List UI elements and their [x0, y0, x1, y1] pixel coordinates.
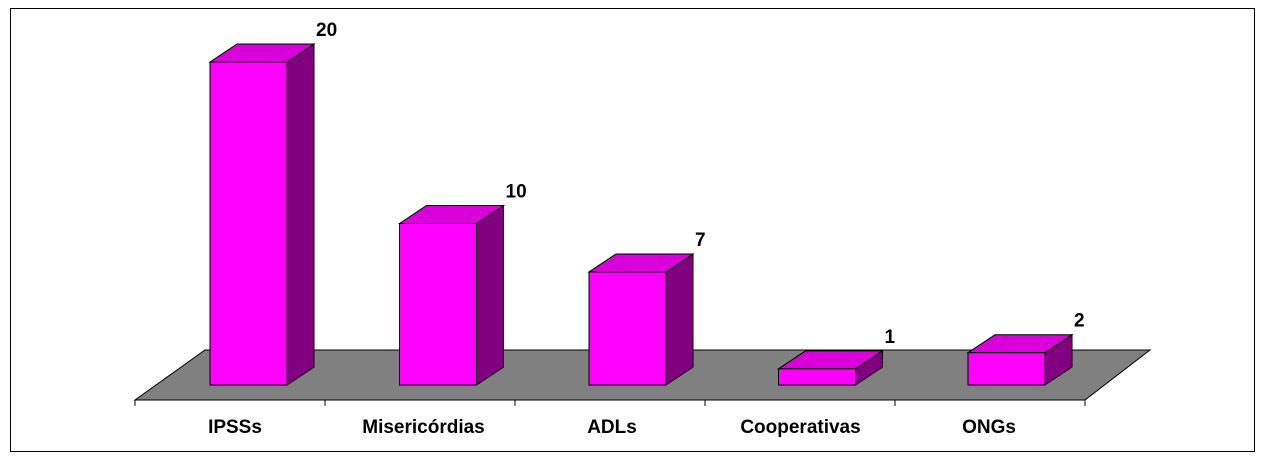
- value-label: 7: [695, 230, 706, 251]
- bar-side: [286, 43, 315, 386]
- value-label: 1: [885, 327, 896, 348]
- value-label: 2: [1074, 311, 1085, 332]
- bar-front: [778, 368, 856, 386]
- bar-front: [967, 352, 1046, 386]
- bar: [208, 43, 316, 386]
- x-tick-label: ADLs: [587, 417, 637, 438]
- x-tick-label: ONGs: [962, 417, 1016, 438]
- value-label: 10: [506, 182, 527, 203]
- bar-side: [476, 204, 504, 386]
- x-tick-label: Cooperativas: [740, 417, 860, 438]
- value-label: 20: [316, 20, 337, 41]
- bar-side: [665, 253, 694, 386]
- bar: [587, 253, 695, 386]
- bar: [397, 204, 506, 386]
- bar-front: [209, 61, 288, 386]
- x-tick-label: Misericórdias: [362, 417, 485, 438]
- bar-front: [588, 271, 667, 386]
- x-tick-label: IPSSs: [208, 417, 262, 438]
- bar: [776, 349, 885, 386]
- bar: [966, 333, 1074, 386]
- bar-front: [399, 223, 477, 386]
